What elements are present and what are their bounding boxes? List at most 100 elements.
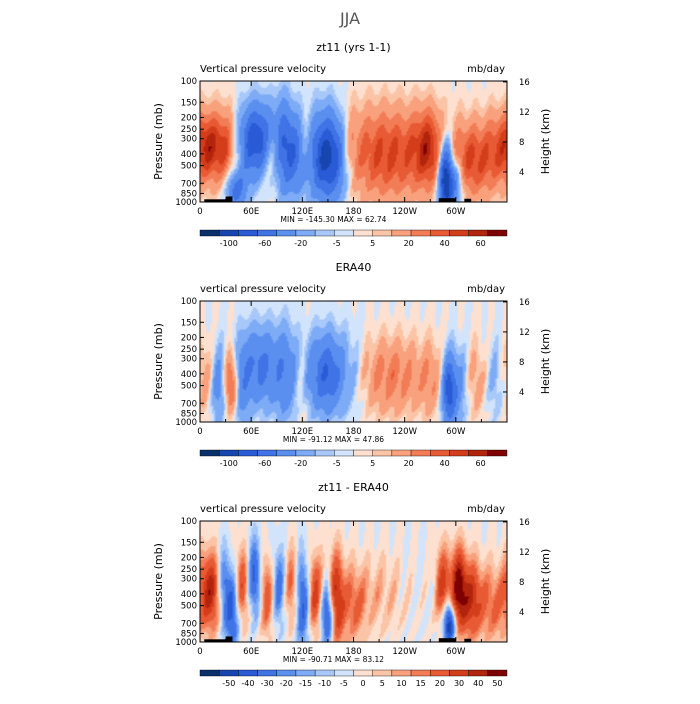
colorbar-label: -20: [294, 459, 307, 468]
colorbar-label: 20: [404, 459, 414, 468]
colorbar-swatch: [314, 229, 335, 237]
y-tick-label: 100: [181, 517, 197, 527]
colorbar-swatch: [238, 449, 258, 457]
y-tick-label: 200: [181, 553, 197, 563]
colorbar-swatch: [295, 449, 316, 457]
y-axis-label: Pressure (mb): [152, 543, 165, 620]
colorbar-swatch: [487, 449, 508, 457]
x-tick-label: 120E: [292, 207, 314, 217]
chart-subtitle-left: Vertical pressure velocity: [200, 64, 326, 75]
x-tick-label: 180: [345, 647, 361, 657]
colorbar-swatch: [391, 229, 412, 237]
x-tick-label: 60W: [446, 207, 466, 217]
y-tick-label: 250: [181, 565, 197, 575]
colorbar-swatch: [487, 229, 508, 237]
topography-mask: [438, 198, 456, 202]
colorbar-swatch: [391, 449, 412, 457]
colorbar-swatch: [276, 449, 297, 457]
y-tick-label: 200: [181, 333, 197, 343]
y-tick-label: 100: [181, 297, 197, 307]
topography-mask: [225, 636, 233, 642]
y-tick-label: 400: [181, 370, 197, 380]
x-tick-label: 60E: [243, 647, 259, 657]
colorbar-label: 5: [370, 459, 375, 468]
y-tick-label: 200: [181, 113, 197, 123]
colorbar-swatch: [218, 449, 239, 457]
colorbar-swatch: [295, 229, 316, 237]
colorbar-label: -50: [222, 679, 235, 688]
y-axis-label-right: Height (km): [539, 329, 552, 395]
x-tick-label: 60E: [243, 427, 259, 437]
colorbar-swatch: [257, 669, 277, 677]
right-tick-label: 8: [519, 358, 524, 368]
y-tick-label: 100: [181, 77, 197, 87]
colorbar-label: -5: [333, 239, 341, 248]
colorbar-label: -20: [280, 679, 293, 688]
x-tick-label: 0: [197, 647, 202, 657]
y-tick-label: 300: [181, 355, 197, 365]
colorbar-swatch: [468, 449, 489, 457]
y-tick-label: 700: [181, 399, 197, 409]
colorbar-swatch: [410, 229, 431, 237]
colorbar-swatch: [372, 669, 393, 677]
topography-mask: [225, 196, 233, 202]
right-tick-label: 4: [519, 168, 524, 178]
y-tick-label: 150: [181, 318, 197, 328]
right-tick-label: 16: [519, 518, 530, 528]
colorbar-label: 5: [380, 679, 385, 688]
colorbar-swatch: [257, 449, 277, 457]
min-max-stats: MIN = -91.12 MAX = 47.86: [283, 435, 384, 444]
colorbar-swatch: [199, 669, 220, 677]
x-tick-label: 60W: [446, 427, 466, 437]
colorbar-label: 20: [435, 679, 445, 688]
y-axis-label: Pressure (mb): [152, 103, 165, 180]
y-tick-label: 250: [181, 345, 197, 355]
colorbar-swatch: [430, 669, 450, 677]
x-tick-label: 120E: [292, 647, 314, 657]
colorbar-label: 60: [476, 239, 486, 248]
x-tick-label: 60E: [243, 207, 259, 217]
colorbar-swatch: [334, 229, 354, 237]
y-tick-label: 150: [181, 98, 197, 108]
colorbar-swatch: [276, 669, 297, 677]
chart-subtitle-left: vertical pressure velocity: [200, 504, 326, 515]
y-axis-label: Pressure (mb): [152, 323, 165, 400]
colorbar-label: 40: [440, 459, 450, 468]
colorbar-label: -5: [340, 679, 348, 688]
colorbar-swatch: [391, 669, 412, 677]
colorbar-swatch: [468, 669, 489, 677]
y-tick-label: 850: [181, 189, 197, 199]
y-tick-label: 1000: [175, 638, 197, 648]
colorbar-label: -100: [220, 239, 238, 248]
colorbar-swatch: [353, 229, 373, 237]
colorbar-swatch: [314, 449, 335, 457]
y-tick-label: 250: [181, 125, 197, 135]
colorbar-label: -100: [220, 459, 238, 468]
contour-field: [200, 521, 507, 642]
right-tick-label: 4: [519, 608, 524, 618]
colorbar-swatch: [372, 449, 393, 457]
right-tick-label: 16: [519, 298, 530, 308]
y-tick-label: 150: [181, 538, 197, 548]
colorbar-swatch: [410, 449, 431, 457]
right-tick-label: 12: [519, 548, 530, 558]
colorbar-label: 5: [370, 239, 375, 248]
topography-mask: [464, 638, 472, 642]
chart-subtitle-left: vertical pressure velocity: [200, 284, 326, 295]
colorbar-label: 0: [361, 679, 366, 688]
colorbar-label: 10: [396, 679, 406, 688]
colorbar-swatch: [353, 449, 373, 457]
chart-panel-3: zt11 - ERA40 vertical pressure velocity mb…: [152, 481, 552, 688]
topography-mask: [464, 198, 472, 202]
chart-title: zt11 - ERA40: [318, 481, 389, 494]
chart-subtitle-right: mb/day: [467, 64, 505, 75]
y-tick-label: 700: [181, 619, 197, 629]
colorbar-label: -60: [258, 239, 271, 248]
x-tick-label: 0: [197, 207, 202, 217]
colorbar-swatch: [430, 229, 450, 237]
colorbar-label: -60: [258, 459, 271, 468]
colorbar-swatch: [430, 449, 450, 457]
colorbar-label: 40: [440, 239, 450, 248]
